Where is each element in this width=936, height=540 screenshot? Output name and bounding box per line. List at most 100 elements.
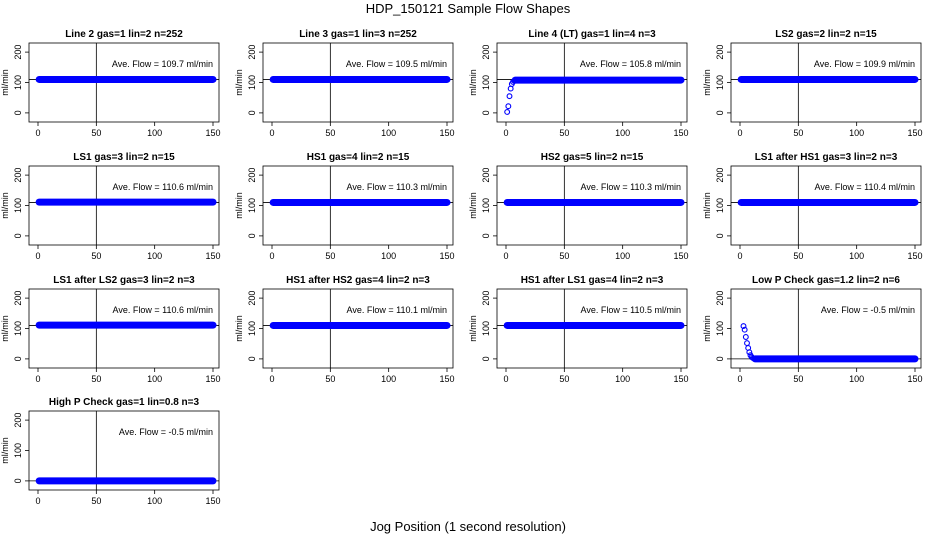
data-point xyxy=(744,340,750,347)
chart-panel: HS2 gas=5 lin=2 n=15 ml/min 0 100 200 0 50 100 1… xyxy=(468,152,689,261)
chart-panel: High P Check gas=1 lin=0.8 n=3 ml/min 0 100… xyxy=(0,397,221,506)
flow-annotation: Ave. Flow = 110.4 ml/min xyxy=(815,182,915,192)
y-tick-label: 200 xyxy=(715,291,725,306)
x-tick-label: 0 xyxy=(269,374,274,384)
x-tick-label: 50 xyxy=(793,251,803,261)
x-tick-label: 50 xyxy=(325,251,335,261)
chart-panel: LS1 after LS2 gas=3 lin=2 n=3 ml/min 0 100 2… xyxy=(0,275,221,384)
chart-panel: Line 4 (LT) gas=1 lin=4 n=3 ml/min 0 100 200… xyxy=(468,29,689,138)
x-tick-label: 150 xyxy=(439,374,454,384)
x-tick-label: 100 xyxy=(615,251,630,261)
panel-title: HS1 after LS1 gas=4 lin=2 n=3 xyxy=(521,275,664,286)
x-tick-label: 50 xyxy=(91,374,101,384)
x-tick-label: 100 xyxy=(147,128,162,138)
y-axis-label: ml/min xyxy=(468,192,478,219)
y-axis-label: ml/min xyxy=(702,315,712,342)
x-tick-label: 50 xyxy=(325,128,335,138)
flow-annotation: Ave. Flow = 110.3 ml/min xyxy=(347,182,447,192)
y-tick-label: 200 xyxy=(247,168,257,183)
panel-title: Low P Check gas=1.2 lin=2 n=6 xyxy=(752,275,900,286)
chart-panel: HS1 after LS1 gas=4 lin=2 n=3 ml/min 0 100 2… xyxy=(468,275,689,384)
y-tick-label: 100 xyxy=(247,198,257,213)
y-tick-label: 0 xyxy=(13,233,23,238)
x-tick-label: 100 xyxy=(147,251,162,261)
flow-annotation: Ave. Flow = 109.9 ml/min xyxy=(814,59,915,69)
y-axis-label: ml/min xyxy=(702,69,712,96)
chart-panel: HS1 gas=4 lin=2 n=15 ml/min 0 100 200 0 50 100 1… xyxy=(234,152,455,261)
data-point xyxy=(505,103,512,110)
x-tick-label: 150 xyxy=(205,251,220,261)
chart-panel: Low P Check gas=1.2 lin=2 n=6 ml/min 0 100 2… xyxy=(702,275,923,384)
x-tick-label: 50 xyxy=(91,496,101,506)
x-tick-label: 150 xyxy=(673,374,688,384)
x-tick-label: 100 xyxy=(849,251,864,261)
x-tick-label: 100 xyxy=(381,374,396,384)
x-tick-label: 0 xyxy=(269,251,274,261)
y-axis-label: ml/min xyxy=(468,315,478,342)
panel-title: Line 2 gas=1 lin=2 n=252 xyxy=(65,29,183,40)
data-point xyxy=(740,323,747,330)
y-tick-label: 0 xyxy=(13,478,23,483)
y-tick-label: 100 xyxy=(13,321,23,336)
x-tick-label: 150 xyxy=(205,128,220,138)
y-tick-label: 100 xyxy=(715,75,725,90)
panel-title: Line 3 gas=1 lin=3 n=252 xyxy=(299,29,417,40)
x-tick-label: 100 xyxy=(615,128,630,138)
x-tick-label: 0 xyxy=(737,128,742,138)
y-tick-label: 0 xyxy=(247,356,257,361)
y-tick-label: 200 xyxy=(715,168,725,183)
x-tick-label: 100 xyxy=(849,374,864,384)
panel-title: LS1 after HS1 gas=3 lin=2 n=3 xyxy=(755,152,898,163)
chart-panel: LS1 after HS1 gas=3 lin=2 n=3 ml/min 0 100 2… xyxy=(702,152,923,261)
x-tick-label: 50 xyxy=(793,374,803,384)
panel-title: HS1 after HS2 gas=4 lin=2 n=3 xyxy=(286,275,430,286)
x-tick-label: 150 xyxy=(439,128,454,138)
x-tick-label: 100 xyxy=(381,251,396,261)
y-tick-label: 200 xyxy=(481,168,491,183)
flow-annotation: Ave. Flow = 105.8 ml/min xyxy=(580,59,681,69)
y-tick-label: 0 xyxy=(247,110,257,115)
x-tick-label: 100 xyxy=(147,374,162,384)
flow-annotation: Ave. Flow = 109.7 ml/min xyxy=(112,59,213,69)
x-tick-label: 0 xyxy=(35,128,40,138)
x-tick-label: 0 xyxy=(737,251,742,261)
panel-title: Line 4 (LT) gas=1 lin=4 n=3 xyxy=(528,29,656,40)
panel-title: High P Check gas=1 lin=0.8 n=3 xyxy=(49,397,200,408)
data-point xyxy=(504,109,511,115)
data-point xyxy=(746,349,753,356)
y-tick-label: 100 xyxy=(247,321,257,336)
data-point xyxy=(742,334,749,340)
x-tick-label: 0 xyxy=(35,374,40,384)
x-tick-label: 150 xyxy=(907,251,922,261)
y-tick-label: 200 xyxy=(247,291,257,306)
y-tick-label: 100 xyxy=(13,75,23,90)
y-tick-label: 200 xyxy=(247,45,257,60)
y-tick-label: 200 xyxy=(13,413,23,428)
x-tick-label: 150 xyxy=(439,251,454,261)
y-axis-label: ml/min xyxy=(234,192,244,219)
panel-title: LS1 after LS2 gas=3 lin=2 n=3 xyxy=(53,275,195,286)
y-tick-label: 100 xyxy=(247,75,257,90)
x-tick-label: 0 xyxy=(269,128,274,138)
y-tick-label: 100 xyxy=(715,198,725,213)
y-tick-label: 0 xyxy=(481,356,491,361)
y-tick-label: 0 xyxy=(13,110,23,115)
x-tick-label: 50 xyxy=(793,128,803,138)
data-point xyxy=(506,93,513,100)
x-tick-label: 100 xyxy=(147,496,162,506)
x-tick-label: 150 xyxy=(673,251,688,261)
x-tick-label: 50 xyxy=(91,128,101,138)
panel-title: LS2 gas=2 lin=2 n=15 xyxy=(775,29,877,40)
x-tick-label: 100 xyxy=(381,128,396,138)
figure-x-label: Jog Position (1 second resolution) xyxy=(370,519,566,534)
flow-annotation: Ave. Flow = -0.5 ml/min xyxy=(821,305,915,315)
chart-panel: Line 2 gas=1 lin=2 n=252 ml/min 0 100 200 0 50… xyxy=(0,29,221,138)
y-tick-label: 0 xyxy=(715,356,725,361)
y-axis-label: ml/min xyxy=(234,69,244,96)
y-tick-label: 100 xyxy=(481,198,491,213)
x-tick-label: 50 xyxy=(91,251,101,261)
x-tick-label: 50 xyxy=(559,128,569,138)
y-tick-label: 0 xyxy=(247,233,257,238)
panel-title: HS1 gas=4 lin=2 n=15 xyxy=(307,152,410,163)
flow-annotation: Ave. Flow = 110.1 ml/min xyxy=(347,305,447,315)
